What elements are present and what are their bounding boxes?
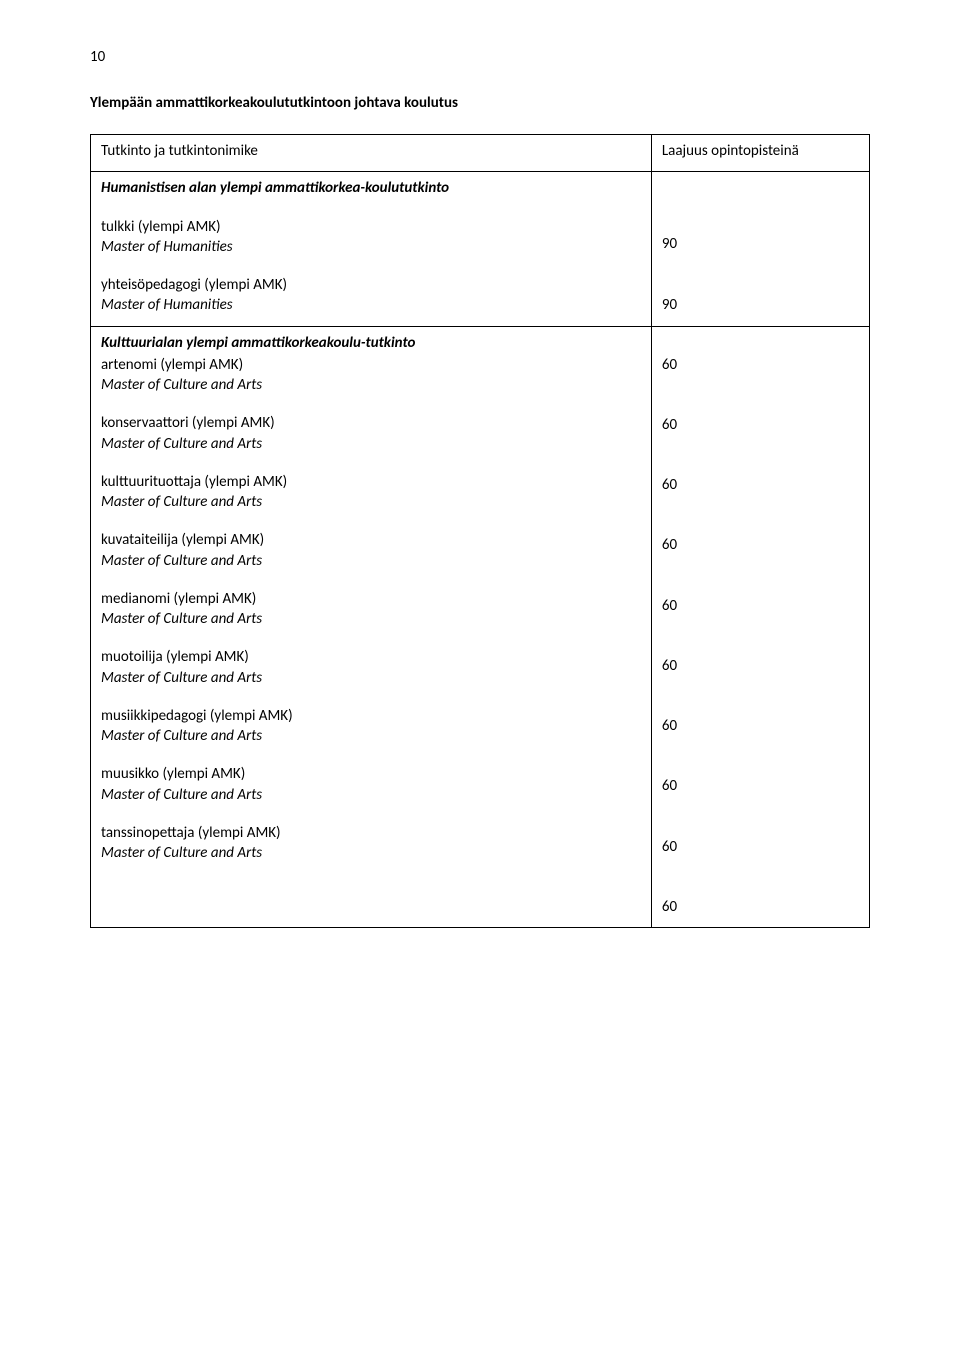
entry-name: tanssinopettaja (ylempi AMK): [101, 823, 641, 843]
entry-subtitle: Master of Humanities: [101, 237, 641, 257]
entry-name: yhteisöpedagogi (ylempi AMK): [101, 275, 641, 295]
group-cell-left: Humanistisen alan ylempi ammattikorkea-k…: [91, 172, 652, 326]
entry: kuvataiteilija (ylempi AMK) Master of Cu…: [101, 530, 641, 571]
value: 60: [662, 415, 859, 435]
entry-name: muusikko (ylempi AMK): [101, 764, 641, 784]
entry: musiikkipedagogi (ylempi AMK) Master of …: [101, 706, 641, 747]
entry-subtitle: Master of Humanities: [101, 295, 641, 315]
table-row: Humanistisen alan ylempi ammattikorkea-k…: [91, 172, 870, 326]
group-title: Kulttuurialan ylempi ammattikorkeakoulu-…: [101, 333, 641, 353]
value: 60: [662, 716, 859, 736]
entry-subtitle: Master of Culture and Arts: [101, 785, 641, 805]
value: 60: [662, 535, 859, 555]
entry-subtitle: Master of Culture and Arts: [101, 668, 641, 688]
section-title: Ylempään ammattikorkeakoulututkintoon jo…: [90, 94, 870, 112]
entry: artenomi (ylempi AMK) Master of Culture …: [101, 355, 641, 396]
entry: yhteisöpedagogi (ylempi AMK) Master of H…: [101, 275, 641, 316]
entry-subtitle: Master of Culture and Arts: [101, 843, 641, 863]
entry: konservaattori (ylempi AMK) Master of Cu…: [101, 413, 641, 454]
group-cell-right: 90 90: [651, 172, 869, 326]
entry: muusikko (ylempi AMK) Master of Culture …: [101, 764, 641, 805]
value: 60: [662, 656, 859, 676]
entry: muotoilija (ylempi AMK) Master of Cultur…: [101, 647, 641, 688]
value: 60: [662, 475, 859, 495]
entry-subtitle: Master of Culture and Arts: [101, 434, 641, 454]
header-left: Tutkinto ja tutkintonimike: [91, 135, 652, 172]
document-page: 10 Ylempään ammattikorkeakoulututkintoon…: [0, 0, 960, 988]
value: 90: [662, 234, 859, 254]
value: 60: [662, 596, 859, 616]
entry-name: medianomi (ylempi AMK): [101, 589, 641, 609]
entry: kulttuurituottaja (ylempi AMK) Master of…: [101, 472, 641, 513]
qualification-table: Tutkinto ja tutkintonimike Laajuus opint…: [90, 134, 870, 928]
entry-subtitle: Master of Culture and Arts: [101, 609, 641, 629]
group-cell-right: 60 60 60 60 60 60 60 60 60: [651, 326, 869, 928]
entry-subtitle: Master of Culture and Arts: [101, 492, 641, 512]
group-title: Humanistisen alan ylempi ammattikorkea-k…: [101, 178, 641, 198]
table-header-row: Tutkinto ja tutkintonimike Laajuus opint…: [91, 135, 870, 172]
entry: tulkki (ylempi AMK) Master of Humanities: [101, 217, 641, 258]
entry-name: konservaattori (ylempi AMK): [101, 413, 641, 433]
entry-name: musiikkipedagogi (ylempi AMK): [101, 706, 641, 726]
header-right: Laajuus opintopisteinä: [651, 135, 869, 172]
table-row: Kulttuurialan ylempi ammattikorkeakoulu-…: [91, 326, 870, 928]
entry-subtitle: Master of Culture and Arts: [101, 726, 641, 746]
entry-subtitle: Master of Culture and Arts: [101, 375, 641, 395]
entry: medianomi (ylempi AMK) Master of Culture…: [101, 589, 641, 630]
value: 60: [662, 776, 859, 796]
entry-name: muotoilija (ylempi AMK): [101, 647, 641, 667]
entry-subtitle: Master of Culture and Arts: [101, 551, 641, 571]
entry-name: kuvataiteilija (ylempi AMK): [101, 530, 641, 550]
value: 60: [662, 837, 859, 857]
value: 60: [662, 897, 859, 917]
entry-name: kulttuurituottaja (ylempi AMK): [101, 472, 641, 492]
group-cell-left: Kulttuurialan ylempi ammattikorkeakoulu-…: [91, 326, 652, 928]
page-number: 10: [90, 48, 870, 66]
entry-name: tulkki (ylempi AMK): [101, 217, 641, 237]
value: 90: [662, 295, 859, 315]
entry-name: artenomi (ylempi AMK): [101, 355, 641, 375]
value: 60: [662, 355, 859, 375]
entry: tanssinopettaja (ylempi AMK) Master of C…: [101, 823, 641, 864]
